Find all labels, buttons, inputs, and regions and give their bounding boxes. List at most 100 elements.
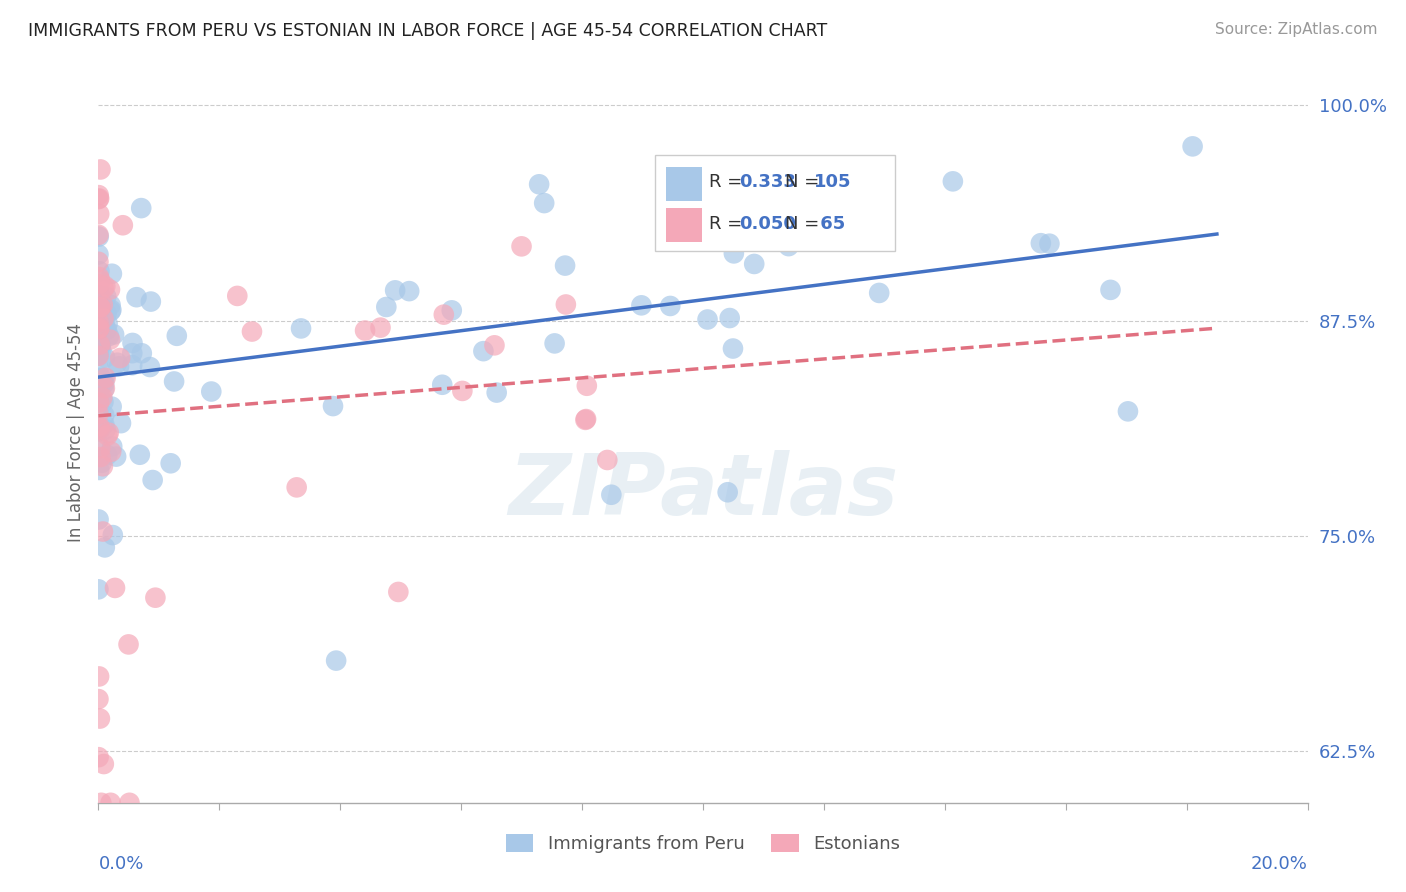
Point [868,285,890,300]
Point [96,323,118,337]
Point [484,338,506,352]
Point [696,312,718,326]
Point [87,349,110,363]
Point [108,359,131,374]
Point [93,318,115,332]
Point [98,283,121,297]
Point [94,381,117,395]
Text: Source: ZipAtlas.com: Source: ZipAtlas.com [1215,22,1378,37]
Point [105,356,128,370]
Point [630,298,652,312]
Point [100,796,122,810]
Text: 20.0%: 20.0% [1251,855,1308,872]
Point [121,346,143,360]
Point [93,417,115,432]
Point [200,384,222,399]
Point [94,422,117,436]
Point [91,375,114,389]
Point [87,229,110,244]
Point [717,485,740,500]
Point [96,307,118,321]
Point [659,299,682,313]
Point [129,201,152,215]
Point [93,371,115,385]
Point [87,349,110,363]
Point [91,391,114,405]
Point [89,300,111,314]
Point [240,325,263,339]
Point [93,408,115,422]
Point [741,223,763,237]
Point [87,192,110,206]
Point [723,246,745,260]
Point [87,227,110,242]
Text: 65: 65 [814,215,845,234]
Point [97,425,120,440]
Point [89,207,111,221]
Point [101,439,124,453]
Point [87,582,110,597]
Point [96,428,118,442]
Point [89,273,111,287]
Point [117,637,139,651]
Point [87,437,110,451]
Point [600,488,623,502]
Point [108,351,131,365]
Point [485,385,508,400]
Point [163,375,186,389]
Point [451,384,474,398]
Point [87,371,110,385]
Text: 0.0%: 0.0% [98,855,143,872]
Point [94,279,117,293]
Point [690,170,713,185]
Point [575,378,598,392]
Point [98,333,121,347]
Point [87,692,110,706]
Point [104,581,127,595]
Point [89,442,111,456]
Point [100,298,122,312]
Point [510,239,533,253]
Point [87,347,110,361]
Point [384,283,406,297]
Point [87,395,110,409]
Point [145,591,167,605]
Point [94,351,117,365]
Point [94,371,117,385]
Point [93,311,115,326]
Text: R =: R = [709,173,748,191]
Point [90,372,112,386]
Point [87,425,110,439]
Point [121,358,143,372]
Point [387,585,409,599]
Point [96,290,118,304]
Point [91,459,114,474]
Point [87,669,110,683]
Point [93,383,115,397]
Point [87,188,110,202]
Point [285,480,308,494]
Point [87,322,110,336]
Point [125,290,148,304]
Point [226,289,249,303]
Point [89,337,111,351]
Point [91,310,114,325]
Point [1099,283,1122,297]
Point [87,384,110,398]
Point [432,377,454,392]
Point [118,796,141,810]
Point [554,297,576,311]
Point [90,343,112,358]
Text: ZIPatlas: ZIPatlas [508,450,898,533]
Point [131,346,153,360]
Text: 0.050: 0.050 [740,215,796,234]
Point [93,376,115,391]
Point [139,294,162,309]
Point [90,796,112,810]
Point [89,191,111,205]
Point [755,228,778,243]
Text: R =: R = [709,215,748,234]
Point [89,264,111,278]
Point [87,300,110,314]
Point [100,444,122,458]
